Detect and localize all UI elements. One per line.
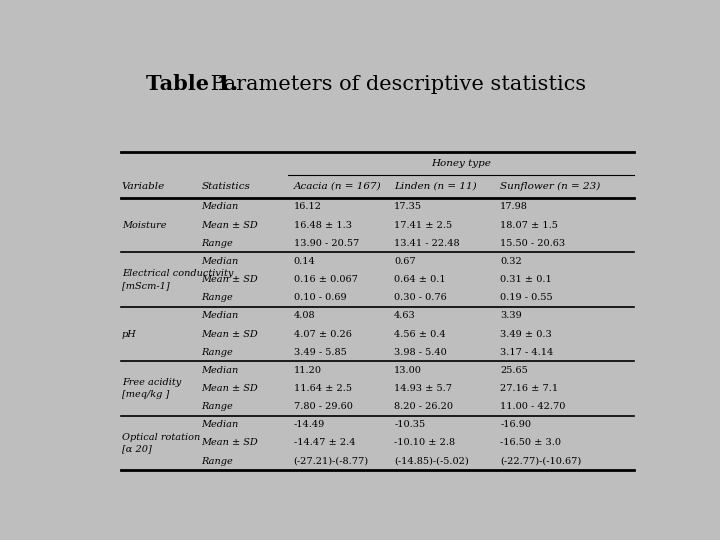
Text: 13.00: 13.00 bbox=[394, 366, 422, 375]
Text: 4.08: 4.08 bbox=[294, 312, 315, 320]
Text: 4.56 ± 0.4: 4.56 ± 0.4 bbox=[394, 329, 446, 339]
Text: -14.49: -14.49 bbox=[294, 420, 325, 429]
Text: Range: Range bbox=[202, 293, 233, 302]
Text: Range: Range bbox=[202, 239, 233, 248]
Text: -10.35: -10.35 bbox=[394, 420, 426, 429]
Text: Statistics: Statistics bbox=[202, 182, 251, 191]
Text: -16.90: -16.90 bbox=[500, 420, 531, 429]
Text: Mean ± SD: Mean ± SD bbox=[202, 275, 258, 284]
Text: Acacia (n = 167): Acacia (n = 167) bbox=[294, 182, 382, 191]
Text: Mean ± SD: Mean ± SD bbox=[202, 438, 258, 448]
Text: 0.67: 0.67 bbox=[394, 257, 415, 266]
Text: Median: Median bbox=[202, 202, 239, 212]
Text: Parameters of descriptive statistics: Parameters of descriptive statistics bbox=[204, 75, 587, 94]
Text: Optical rotation
[α 20]: Optical rotation [α 20] bbox=[122, 433, 200, 454]
Text: 3.98 - 5.40: 3.98 - 5.40 bbox=[394, 348, 447, 357]
Text: 3.17 - 4.14: 3.17 - 4.14 bbox=[500, 348, 554, 357]
Text: Range: Range bbox=[202, 348, 233, 357]
Text: 0.19 - 0.55: 0.19 - 0.55 bbox=[500, 293, 553, 302]
Text: Median: Median bbox=[202, 366, 239, 375]
Text: 13.90 - 20.57: 13.90 - 20.57 bbox=[294, 239, 359, 248]
Text: 3.39: 3.39 bbox=[500, 312, 522, 320]
Text: 0.31 ± 0.1: 0.31 ± 0.1 bbox=[500, 275, 552, 284]
Text: Variable: Variable bbox=[122, 182, 165, 191]
Text: 3.49 - 5.85: 3.49 - 5.85 bbox=[294, 348, 346, 357]
Text: pH: pH bbox=[122, 329, 137, 339]
Text: 17.35: 17.35 bbox=[394, 202, 422, 212]
Text: 3.49 ± 0.3: 3.49 ± 0.3 bbox=[500, 329, 552, 339]
Text: Median: Median bbox=[202, 312, 239, 320]
Text: 16.48 ± 1.3: 16.48 ± 1.3 bbox=[294, 221, 351, 230]
Text: 16.12: 16.12 bbox=[294, 202, 322, 212]
Text: Range: Range bbox=[202, 457, 233, 465]
Text: Free acidity
[meq/kg ]: Free acidity [meq/kg ] bbox=[122, 378, 181, 399]
Text: 11.64 ± 2.5: 11.64 ± 2.5 bbox=[294, 384, 351, 393]
Text: Moisture: Moisture bbox=[122, 221, 166, 230]
Text: 15.50 - 20.63: 15.50 - 20.63 bbox=[500, 239, 565, 248]
Text: -16.50 ± 3.0: -16.50 ± 3.0 bbox=[500, 438, 561, 448]
Text: 0.10 - 0.69: 0.10 - 0.69 bbox=[294, 293, 346, 302]
Text: Sunflower (n = 23): Sunflower (n = 23) bbox=[500, 182, 600, 191]
Text: 11.00 - 42.70: 11.00 - 42.70 bbox=[500, 402, 565, 411]
Text: 0.30 - 0.76: 0.30 - 0.76 bbox=[394, 293, 447, 302]
Text: Linden (n = 11): Linden (n = 11) bbox=[394, 182, 477, 191]
Text: 4.63: 4.63 bbox=[394, 312, 416, 320]
Text: Median: Median bbox=[202, 420, 239, 429]
Text: 18.07 ± 1.5: 18.07 ± 1.5 bbox=[500, 221, 558, 230]
Text: 27.16 ± 7.1: 27.16 ± 7.1 bbox=[500, 384, 558, 393]
Text: Honey type: Honey type bbox=[431, 159, 491, 168]
Text: Table 1.: Table 1. bbox=[145, 74, 238, 94]
Text: -10.10 ± 2.8: -10.10 ± 2.8 bbox=[394, 438, 455, 448]
Text: 8.20 - 26.20: 8.20 - 26.20 bbox=[394, 402, 453, 411]
Text: 0.16 ± 0.067: 0.16 ± 0.067 bbox=[294, 275, 358, 284]
Text: Mean ± SD: Mean ± SD bbox=[202, 221, 258, 230]
Text: Mean ± SD: Mean ± SD bbox=[202, 384, 258, 393]
Text: (-14.85)-(-5.02): (-14.85)-(-5.02) bbox=[394, 457, 469, 465]
Text: 17.98: 17.98 bbox=[500, 202, 528, 212]
Text: -14.47 ± 2.4: -14.47 ± 2.4 bbox=[294, 438, 355, 448]
Text: 25.65: 25.65 bbox=[500, 366, 528, 375]
Text: 11.20: 11.20 bbox=[294, 366, 322, 375]
Text: 4.07 ± 0.26: 4.07 ± 0.26 bbox=[294, 329, 351, 339]
Text: 0.64 ± 0.1: 0.64 ± 0.1 bbox=[394, 275, 446, 284]
Text: 17.41 ± 2.5: 17.41 ± 2.5 bbox=[394, 221, 452, 230]
Text: Median: Median bbox=[202, 257, 239, 266]
Text: 14.93 ± 5.7: 14.93 ± 5.7 bbox=[394, 384, 452, 393]
Text: 0.32: 0.32 bbox=[500, 257, 522, 266]
Text: (-22.77)-(-10.67): (-22.77)-(-10.67) bbox=[500, 457, 581, 465]
Text: Mean ± SD: Mean ± SD bbox=[202, 329, 258, 339]
Text: 13.41 - 22.48: 13.41 - 22.48 bbox=[394, 239, 460, 248]
Text: Electrical conductivity
[mScm-1]: Electrical conductivity [mScm-1] bbox=[122, 269, 233, 290]
Text: (-27.21)-(-8.77): (-27.21)-(-8.77) bbox=[294, 457, 369, 465]
Text: 0.14: 0.14 bbox=[294, 257, 315, 266]
Text: Range: Range bbox=[202, 402, 233, 411]
Text: 7.80 - 29.60: 7.80 - 29.60 bbox=[294, 402, 353, 411]
